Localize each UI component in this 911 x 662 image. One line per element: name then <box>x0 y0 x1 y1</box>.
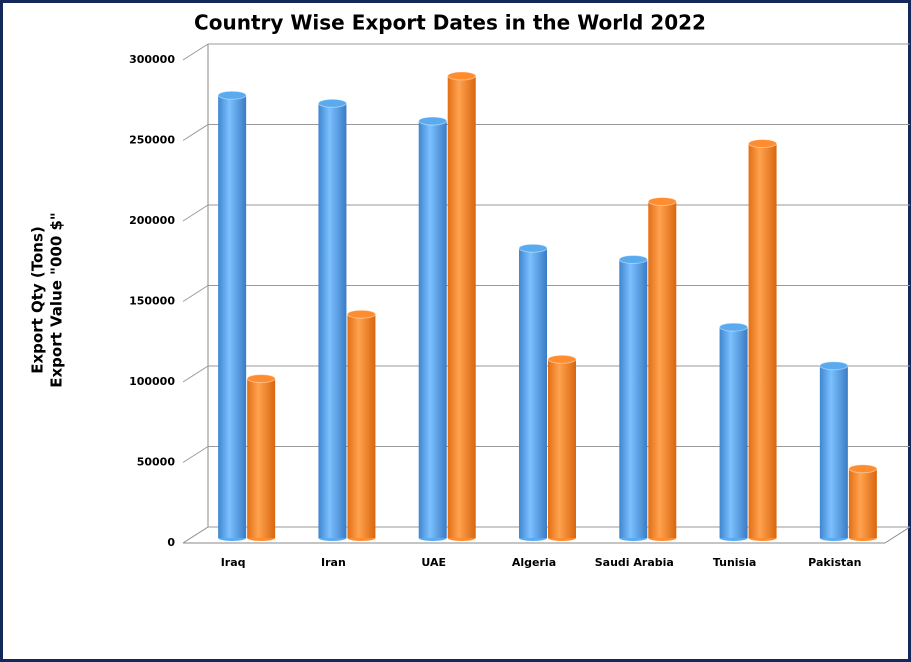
y-axis-title-line: Export Value "000 $" <box>48 212 66 387</box>
y-tick-label: 50000 <box>137 456 176 469</box>
grid-line <box>182 526 209 544</box>
bar-cap <box>748 139 778 149</box>
bar <box>519 248 547 538</box>
bar <box>748 143 777 539</box>
grid-line <box>182 446 209 463</box>
y-tick-label: 300000 <box>129 53 175 66</box>
x-tick-label: Iran <box>321 556 346 569</box>
bar-cap <box>317 98 347 108</box>
grid-line <box>182 43 209 61</box>
grid-line <box>182 285 209 302</box>
x-tick-label: Iraq <box>221 556 246 569</box>
bar <box>648 201 677 538</box>
floor-edge <box>884 526 911 544</box>
bar-cap <box>217 90 247 100</box>
bar-cap <box>447 71 477 81</box>
x-tick-label: UAE <box>421 556 446 569</box>
y-tick-label: 200000 <box>129 214 175 227</box>
bar <box>819 365 848 538</box>
y-axis-title-line: Export Qty (Tons) <box>29 226 47 374</box>
x-tick-label: Saudi Arabia <box>595 556 674 569</box>
x-tick-label: Pakistan <box>808 556 861 569</box>
bar <box>218 95 247 538</box>
bar-cap <box>547 354 577 364</box>
bar <box>848 468 877 538</box>
y-tick-label: 100000 <box>129 375 175 388</box>
bar <box>719 327 748 538</box>
bar-cap <box>418 116 448 126</box>
bar-cap <box>246 374 276 384</box>
bar <box>447 75 476 539</box>
grid-line <box>182 365 209 383</box>
y-tick-label: 150000 <box>129 295 175 308</box>
bar-cap <box>518 243 548 253</box>
y-tick-label: 0 <box>167 536 175 549</box>
bar <box>548 359 576 538</box>
bar-cap <box>647 197 677 207</box>
x-tick-label: Tunisia <box>713 556 756 569</box>
chart-title: Country Wise Export Dates in the World 2… <box>194 11 706 35</box>
bar <box>347 314 376 538</box>
bar <box>418 121 447 538</box>
grid-line <box>182 124 209 141</box>
grid-line <box>182 204 209 222</box>
bar <box>619 259 648 538</box>
x-tick-label: Algeria <box>512 556 556 569</box>
bar-cap <box>618 254 648 264</box>
bar <box>318 103 347 539</box>
bar-cap <box>346 309 376 319</box>
bar-cap <box>819 361 849 371</box>
bar-cap <box>719 322 749 332</box>
bar-cap <box>848 464 878 474</box>
bar <box>247 378 276 538</box>
y-axis-title: Export Qty (Tons) Export Value "000 $" <box>29 212 66 387</box>
y-tick-label: 250000 <box>129 134 175 147</box>
